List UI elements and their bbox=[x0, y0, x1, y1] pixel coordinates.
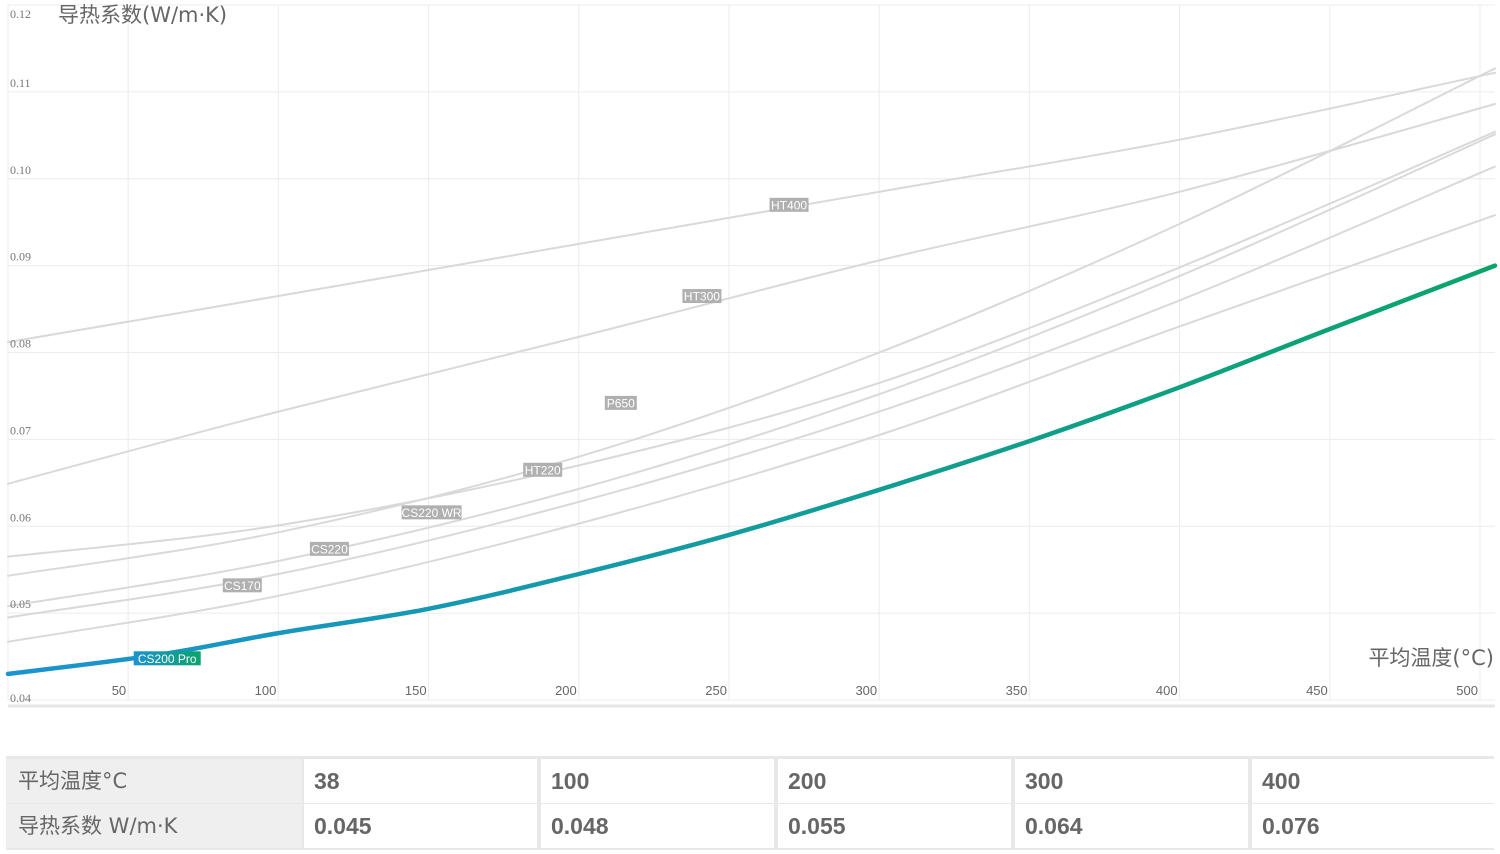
x-tick-label: 250 bbox=[705, 683, 727, 698]
y-tick-label: 0.07 bbox=[10, 423, 31, 437]
series-label-text: CS200 Pro bbox=[138, 652, 197, 666]
x-tick-label: 400 bbox=[1156, 683, 1178, 698]
series-label-text: CS170 bbox=[224, 579, 261, 593]
x-axis-title: 平均温度(°C) bbox=[1368, 646, 1494, 670]
series-line-cs200-pro bbox=[5, 263, 1498, 677]
y-tick-label: 0.04 bbox=[10, 691, 31, 705]
series-line-p650 bbox=[7, 67, 1496, 577]
y-tick-label: 0.09 bbox=[10, 250, 31, 264]
x-axis-ticks: 50 100 150 200 250 300 350 400 450 500 bbox=[112, 683, 1478, 698]
series-label-ht220: HT220 bbox=[523, 462, 563, 477]
series-label-box bbox=[769, 197, 809, 212]
y-tick-label: 0.05 bbox=[10, 597, 31, 611]
series-label-box bbox=[222, 578, 262, 593]
series-line-cs170 bbox=[7, 214, 1496, 643]
series-label-text: HT220 bbox=[525, 463, 561, 477]
y-tick-label: 0.08 bbox=[10, 337, 31, 351]
series-label-cs170: CS170 bbox=[222, 578, 262, 593]
conductivity-row-header: 导热系数 W/m·K bbox=[6, 804, 302, 848]
y-tick-label: 0.06 bbox=[10, 510, 31, 524]
y-tick-label: 0.12 bbox=[10, 7, 31, 21]
table-cell: 0.076 bbox=[1252, 804, 1494, 848]
series-label-box bbox=[604, 395, 637, 410]
x-tick-label: 150 bbox=[405, 683, 427, 698]
y-tick-label: 0.11 bbox=[10, 76, 31, 90]
series-label-text: HT300 bbox=[684, 290, 720, 304]
series-labels: HT400 HT300 P650 HT220 CS220 WR CS220 CS170 CS2… bbox=[133, 197, 809, 666]
table-cell: 0.064 bbox=[1015, 804, 1248, 848]
table-cell: 100 bbox=[541, 759, 774, 803]
x-tick-label: 300 bbox=[855, 683, 877, 698]
y-axis-title: 导热系数(W/m·K) bbox=[58, 3, 227, 27]
x-tick-label: 450 bbox=[1306, 683, 1328, 698]
series-label-cs220-wr: CS220 WR bbox=[401, 505, 462, 520]
series-label-cs200-pro: CS200 Pro bbox=[133, 651, 201, 666]
series-label-box bbox=[523, 462, 563, 477]
table-cell: 200 bbox=[778, 759, 1011, 803]
x-tick-label: 50 bbox=[112, 683, 126, 698]
series-label-p650: P650 bbox=[604, 395, 637, 410]
series-line-ht220 bbox=[7, 130, 1496, 558]
series-label-text: CS220 bbox=[311, 542, 348, 556]
x-tick-label: 500 bbox=[1456, 683, 1478, 698]
series-label-text: CS220 WR bbox=[402, 506, 462, 520]
table-cell: 0.055 bbox=[778, 804, 1011, 848]
series-label-box bbox=[309, 541, 349, 556]
x-tick-label: 200 bbox=[555, 683, 577, 698]
series-label-text: HT400 bbox=[771, 198, 807, 212]
x-tick-label: 350 bbox=[1006, 683, 1028, 698]
conductivity-row: 导热系数 W/m·K 0.045 0.048 0.055 0.064 0.076 bbox=[6, 804, 1494, 848]
table-cell: 0.045 bbox=[304, 804, 537, 848]
y-tick-label: 0.10 bbox=[10, 163, 31, 177]
table-cell: 38 bbox=[304, 759, 537, 803]
temperature-row-header: 平均温度°C bbox=[6, 759, 302, 803]
table-cell: 0.048 bbox=[541, 804, 774, 848]
table-cell: 400 bbox=[1252, 759, 1494, 803]
gridlines bbox=[7, 4, 1495, 708]
x-tick-label: 100 bbox=[255, 683, 277, 698]
y-axis-ticks: 0.04 0.05 0.06 0.07 0.08 0.09 0.10 0.11 0.12 bbox=[10, 7, 31, 705]
series-line-ht300 bbox=[7, 103, 1496, 485]
series-line-cs220-wr bbox=[7, 133, 1496, 608]
table-cell: 300 bbox=[1015, 759, 1248, 803]
series-label-box bbox=[401, 505, 462, 520]
series-line-ht400 bbox=[7, 71, 1496, 344]
temperature-row: 平均温度°C 38 100 200 300 400 bbox=[6, 759, 1494, 803]
series-label-text: P650 bbox=[607, 396, 635, 410]
series-label-box bbox=[133, 651, 201, 666]
conductivity-table: 平均温度°C 38 100 200 300 400 导热系数 W/m·K 0.0… bbox=[6, 756, 1494, 850]
series-line-cs220 bbox=[7, 165, 1496, 619]
series-label-cs220: CS220 bbox=[309, 541, 349, 556]
series-label-ht400: HT400 bbox=[769, 197, 809, 212]
series-label-box bbox=[682, 289, 722, 304]
series-label-ht300: HT300 bbox=[682, 289, 722, 304]
thermal-conductivity-chart: HT400 HT300 P650 HT220 CS220 WR CS220 CS170 CS2… bbox=[5, 3, 1498, 708]
